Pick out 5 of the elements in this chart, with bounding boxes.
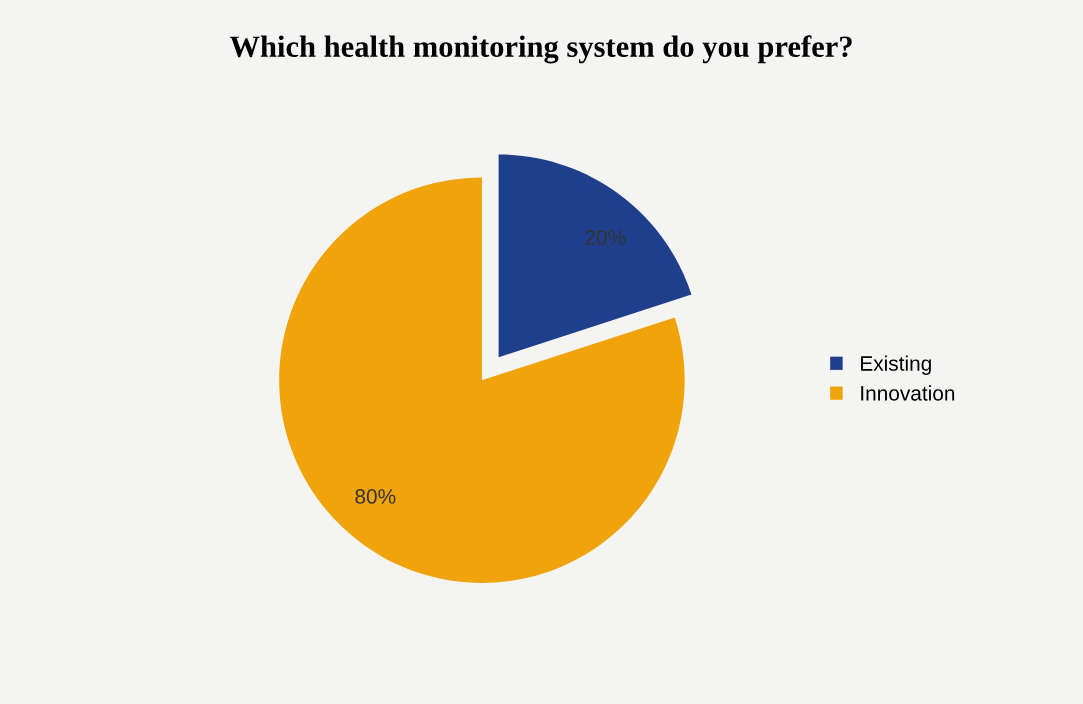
legend-label: Existing — [861, 355, 931, 375]
data-label: 80% — [355, 489, 396, 504]
chart-title: Which health monitoring system do you prefer? — [229, 35, 852, 64]
data-label: 20% — [585, 229, 626, 245]
legend-label: Innovation — [861, 385, 955, 401]
